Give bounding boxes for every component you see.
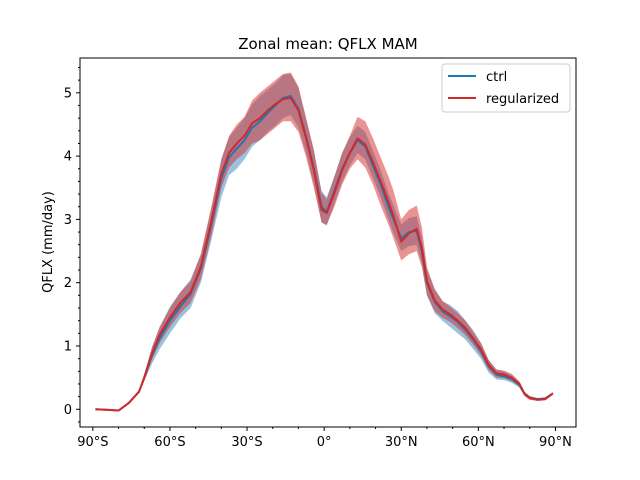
x-tick-label: 60°N — [462, 435, 495, 450]
y-tick-label: 2 — [64, 276, 72, 291]
legend-label-regularized: regularized — [486, 92, 559, 107]
chart-title: Zonal mean: QFLX MAM — [238, 35, 417, 53]
x-tick-label: 90°N — [539, 435, 572, 450]
y-tick-label: 3 — [64, 213, 72, 228]
plot-background — [80, 58, 576, 427]
x-tick-label: 30°S — [231, 435, 262, 450]
x-axis: 90°S 60°S 30°S 0° 30°N 60°N 90°N — [77, 427, 572, 450]
plot-frame — [79, 57, 577, 428]
x-tick-label: 60°S — [154, 435, 185, 450]
legend: ctrl regularized — [441, 63, 571, 113]
y-tick-label: 4 — [64, 150, 72, 165]
y-axis: 0 1 2 3 4 5 — [64, 66, 80, 423]
plot-area — [79, 57, 577, 428]
x-tick-label: 0° — [317, 435, 332, 450]
line-regularized — [95, 96, 554, 412]
y-tick-label: 5 — [64, 86, 72, 101]
y-tick-label: 1 — [64, 339, 72, 354]
y-tick-label: 0 — [64, 403, 72, 418]
x-tick-label: 30°N — [385, 435, 418, 450]
series-lines — [95, 94, 554, 412]
y-axis-label: QFLX (mm/day) — [41, 191, 56, 293]
x-tick-label: 90°S — [77, 435, 108, 450]
legend-label-ctrl: ctrl — [486, 70, 507, 85]
